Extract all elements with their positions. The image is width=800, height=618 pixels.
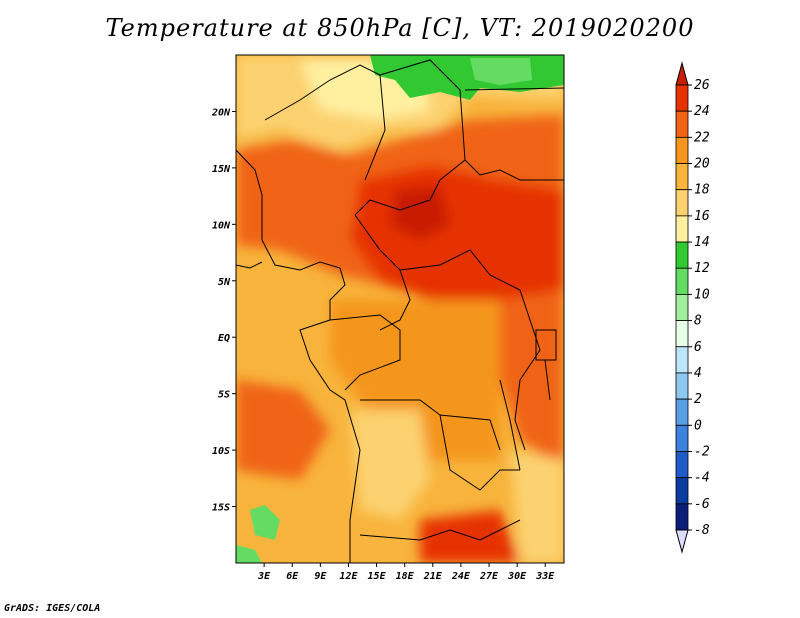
colorbar-swatch (675, 424, 689, 452)
field-east-orange (500, 290, 564, 470)
lat-tick-label: 10S (212, 446, 230, 457)
country-borders (236, 59, 564, 563)
field-congo-basin (330, 300, 500, 460)
colorbar-label: -8 (694, 523, 710, 538)
colorbar-bottom-arrow (675, 529, 689, 554)
colorbar-label: 24 (694, 104, 710, 119)
colorbar-label: 8 (694, 314, 702, 329)
lon-tick-label: 21E (423, 571, 443, 582)
colorbar-swatch (675, 477, 689, 505)
colorbar-swatch (675, 189, 689, 217)
lat-tick-label: EQ (218, 333, 230, 344)
colorbar-swatch (675, 84, 689, 112)
colorbar-label: -2 (694, 444, 710, 459)
map-frame (235, 54, 565, 564)
lon-tick-label: 3E (257, 571, 271, 582)
colorbar-swatch (675, 163, 689, 191)
colorbar-swatch (675, 110, 689, 138)
colorbar-label: -4 (694, 471, 710, 486)
field-north-lightgreen (470, 58, 532, 85)
lat-tick-label: 20N (211, 107, 231, 118)
latitude-axis: 20N 15N 10N 5N EQ 5S 10S 15S (211, 107, 236, 514)
field-hottest (390, 185, 450, 240)
colorbar-swatch (675, 372, 689, 400)
colorbar-swatch (675, 398, 689, 426)
colorbar-label: 0 (694, 418, 702, 433)
colorbar-swatch (675, 320, 689, 348)
lon-tick-label: 24E (451, 571, 471, 582)
colorbar-top-arrow (675, 61, 689, 86)
colorbar-label: 6 (694, 340, 702, 355)
lon-tick-label: 33E (535, 571, 555, 582)
lat-tick-label: 5N (218, 277, 231, 288)
colorbar-swatch (675, 241, 689, 269)
field-southeast-light (510, 450, 564, 563)
colorbar-label: 12 (694, 261, 710, 276)
colorbar-label: 26 (694, 78, 710, 93)
footer-credit: GrADS: IGES/COLA (4, 603, 101, 614)
lat-tick-label: 5S (218, 390, 230, 401)
field-sw-green-2 (236, 545, 262, 563)
colorbar-swatch (675, 215, 689, 243)
colorbar-label: 4 (694, 366, 702, 381)
colorbar-swatch (675, 294, 689, 321)
colorbar-swatch (675, 346, 689, 374)
colorbar-label: 2 (694, 392, 702, 407)
lon-tick-label: 18E (396, 571, 415, 582)
lon-tick-label: 27E (479, 571, 499, 582)
colorbar-label: -6 (694, 497, 710, 512)
field-sw-ocean (236, 380, 330, 480)
colorbar-swatch (675, 136, 689, 164)
lon-tick-label: 9E (314, 571, 327, 582)
lon-tick-label: 30E (507, 571, 527, 582)
colorbar-swatch (675, 267, 689, 295)
map-title: Temperature at 850hPa [C], VT: 201902020… (105, 14, 695, 42)
colorbar-label: 18 (694, 183, 710, 198)
lat-tick-label: 15S (212, 503, 230, 514)
lat-tick-label: 10N (212, 220, 231, 231)
lat-tick-label: 15N (212, 164, 231, 175)
longitude-axis: 3E 6E 9E 12E 15E 18E 21E 24E 27E 30E 33E (257, 563, 555, 582)
field-sw-green (250, 505, 280, 540)
shaded-temperature-field (236, 55, 564, 563)
colorbar-label: 16 (694, 209, 710, 224)
colorbar-label: 20 (694, 157, 710, 172)
colorbar-swatch (675, 451, 689, 479)
field-angola-light (350, 410, 430, 520)
coastline-west (236, 149, 361, 563)
lon-tick-label: 6E (286, 571, 299, 582)
colorbar-swatch (675, 503, 689, 531)
colorbar-label: 14 (694, 235, 710, 250)
lon-tick-label: 15E (368, 571, 387, 582)
colorbar-label: 10 (694, 287, 710, 302)
colorbar-label: 22 (694, 130, 710, 145)
lon-tick-label: 12E (339, 571, 358, 582)
